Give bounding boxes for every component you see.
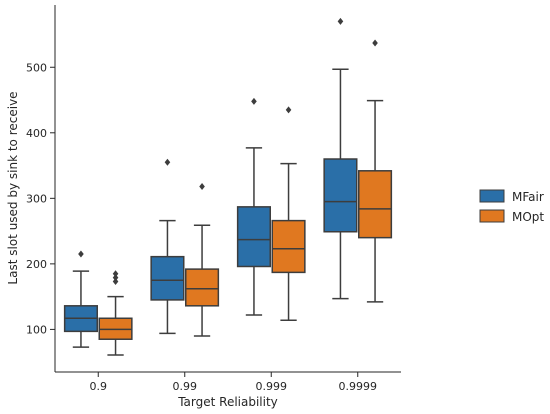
y-tick-label: 500 bbox=[26, 61, 47, 74]
box-iqr bbox=[358, 170, 393, 239]
outlier-point bbox=[337, 17, 344, 25]
box-iqr bbox=[185, 268, 220, 307]
legend-label-mopt: MOpt bbox=[512, 210, 544, 224]
x-tick-label: 0.999 bbox=[256, 380, 288, 393]
box-iqr bbox=[323, 158, 358, 233]
outlier-point bbox=[112, 274, 119, 282]
box-mopt-0.999 bbox=[271, 106, 306, 321]
outlier-point bbox=[199, 183, 205, 191]
y-tick-label: 100 bbox=[26, 323, 47, 336]
axes: Target Reliability Last slot used by sin… bbox=[6, 5, 401, 409]
outlier-point bbox=[78, 250, 84, 258]
y-tick-label: 400 bbox=[26, 127, 47, 140]
box-mfair-0.9 bbox=[63, 250, 98, 348]
box-mopt-0.9999 bbox=[358, 39, 393, 303]
outlier-point bbox=[112, 278, 119, 286]
outlier-point bbox=[372, 39, 378, 47]
box-mopt-0.99 bbox=[185, 183, 220, 337]
box-mfair-0.9999 bbox=[323, 17, 358, 300]
legend-swatch-mfair bbox=[479, 189, 505, 203]
x-tick-label: 0.9 bbox=[90, 380, 108, 393]
box-iqr bbox=[271, 219, 306, 274]
box-mfair-0.999 bbox=[236, 97, 271, 316]
plot-area bbox=[63, 17, 393, 356]
box-mfair-0.99 bbox=[150, 158, 185, 335]
x-axis-label: Target Reliability bbox=[177, 395, 278, 409]
y-axis-label: Last slot used by sink to receive bbox=[6, 91, 20, 284]
outlier-point bbox=[164, 158, 171, 166]
legend-label-mfair: MFair bbox=[512, 190, 544, 204]
y-tick-label: 200 bbox=[26, 258, 47, 271]
legend-swatch-mopt bbox=[479, 209, 505, 223]
outlier-point bbox=[285, 106, 292, 114]
outlier-point bbox=[251, 97, 257, 105]
x-tick-label: 0.9999 bbox=[339, 380, 378, 393]
outlier-point bbox=[112, 270, 119, 278]
box-mopt-0.9 bbox=[98, 270, 133, 356]
box-iqr bbox=[236, 206, 271, 268]
legend: MFair MOpt bbox=[479, 189, 544, 224]
y-tick-label: 300 bbox=[26, 192, 47, 205]
box-iqr bbox=[150, 255, 185, 301]
x-tick-label: 0.99 bbox=[173, 380, 198, 393]
